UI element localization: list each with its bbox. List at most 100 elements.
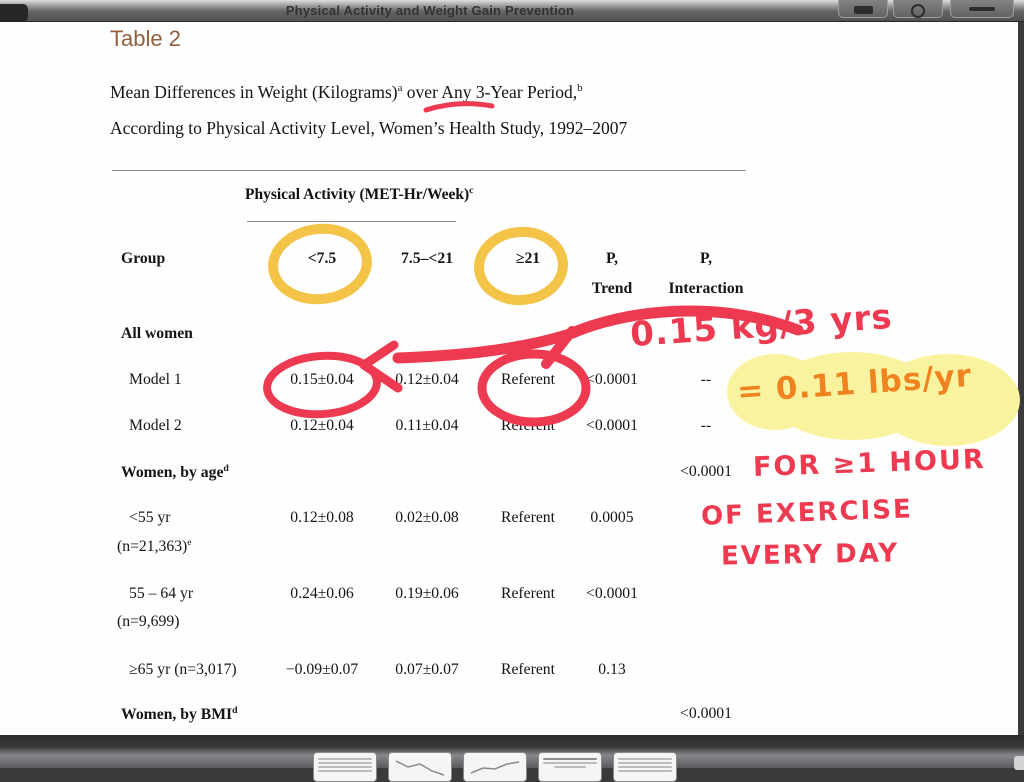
table-cell: Referent	[500, 509, 555, 526]
table-cell	[648, 661, 764, 679]
column-group-label: Physical Activity (MET-Hr/Week)	[245, 186, 470, 204]
page-thumbnails	[313, 752, 677, 782]
page-thumbnail[interactable]	[538, 752, 602, 782]
table-cell	[480, 537, 576, 556]
table-cell	[374, 613, 480, 631]
table-cell	[270, 613, 374, 631]
back-button-partial[interactable]	[0, 4, 28, 22]
page-thumbnail[interactable]	[388, 752, 452, 782]
row-label: 55 – 64 yr	[129, 585, 194, 602]
page-thumbnail[interactable]	[313, 752, 377, 782]
annotation-every-day: EVERY DAY	[720, 538, 900, 572]
page-thumbnail[interactable]	[613, 752, 677, 782]
outline-button[interactable]	[950, 0, 1014, 18]
column-header-lt75: <7.5	[307, 250, 337, 267]
table-header-row2: Trend Interaction	[112, 280, 764, 298]
table-cell: 0.12±0.04	[395, 371, 459, 388]
table-cell: <0.0001	[680, 705, 732, 722]
table-cell	[270, 705, 374, 724]
mini-text-line	[318, 758, 372, 760]
mini-text-line	[618, 758, 672, 760]
mini-line-chart	[470, 761, 520, 774]
table-top-rule	[112, 170, 746, 171]
table-cell	[374, 537, 480, 556]
mini-text-line	[618, 766, 672, 768]
table-cell: −0.09±0.07	[285, 661, 359, 678]
table-row: 55 – 64 yr 0.24±0.06 0.19±0.06 Referent <0.0…	[112, 585, 764, 603]
table-cell	[480, 325, 576, 343]
table-cell	[576, 613, 648, 631]
table-cell: 0.0005	[590, 509, 634, 526]
column-header-ge21: ≥21	[515, 250, 541, 267]
column-group-header: Physical Activity (MET-Hr/Week)c	[245, 185, 473, 204]
table-cell	[648, 585, 764, 603]
table-cell: 0.13	[598, 661, 626, 678]
table-cell	[270, 463, 374, 482]
table-cell: --	[700, 371, 712, 388]
row-label: (n=9,699)	[117, 613, 180, 630]
table-caption-line1: Mean Differences in Weight (Kilograms)a …	[110, 82, 583, 103]
table-cell	[480, 463, 576, 482]
table-cell: --	[700, 417, 712, 434]
column-group-rule	[247, 221, 456, 222]
table-row: ≥65 yr (n=3,017) −0.09±0.07 0.07±0.07 Refer…	[112, 661, 764, 679]
page-thumbnail-partial[interactable]	[1014, 756, 1024, 770]
search-button[interactable]	[893, 0, 943, 18]
mini-text-line	[618, 762, 672, 764]
mini-text-line	[543, 758, 597, 760]
caption-text: over Any 3-Year Period,	[402, 82, 578, 102]
table-cell: Referent	[500, 661, 555, 678]
export-button[interactable]	[838, 0, 888, 18]
table-cell: <0.0001	[586, 371, 638, 388]
table-row: All women	[112, 325, 764, 343]
page-thumbnail[interactable]	[463, 752, 527, 782]
row-label: ≥65 yr (n=3,017)	[129, 661, 237, 678]
table-header-row: Group <7.5 7.5–<21 ≥21 P, P,	[112, 250, 764, 268]
table-row: <55 yr 0.12±0.08 0.02±0.08 Referent 0.0005	[112, 509, 764, 527]
row-label: All women	[121, 325, 193, 342]
mini-text-line	[318, 770, 372, 772]
table-cell: <0.0001	[586, 585, 638, 602]
table-cell	[576, 705, 648, 724]
table-row: Women, by aged <0.0001	[112, 463, 764, 482]
table-cell: 0.24±0.06	[290, 585, 354, 602]
table-cell	[270, 325, 374, 343]
mini-text-line	[318, 766, 372, 768]
table-cell: Referent	[500, 371, 555, 388]
table-cell: <0.0001	[680, 463, 732, 480]
column-header-ptrend: P,	[605, 250, 619, 267]
table-cell: 0.02±0.08	[395, 509, 459, 526]
row-label: (n=21,363)e	[117, 537, 192, 556]
outline-icon	[969, 7, 995, 11]
caption-text: Mean Differences in Weight (Kilograms)	[110, 82, 398, 102]
table-caption-line2: According to Physical Activity Level, Wo…	[110, 118, 628, 138]
row-label: Model 2	[129, 417, 182, 434]
table-cell	[576, 463, 648, 482]
mini-text-line	[543, 762, 597, 764]
table-cell: 0.12±0.04	[290, 417, 354, 434]
mini-line-chart	[395, 760, 445, 776]
mini-text-line	[553, 766, 587, 768]
table-cell	[374, 463, 480, 482]
table-cell	[374, 325, 480, 343]
table-row: (n=21,363)e	[112, 537, 764, 556]
row-label: Women, by BMId	[121, 705, 238, 724]
row-label: Model 1	[129, 371, 182, 388]
table-cell: 0.12±0.08	[290, 509, 354, 526]
footnote-c: c	[469, 185, 474, 196]
table-heading: Table 2	[110, 26, 181, 51]
footnote-a: a	[397, 82, 403, 95]
table-cell	[648, 613, 764, 631]
row-label: Women, by aged	[121, 463, 229, 482]
table-cell	[480, 705, 576, 724]
table-cell	[270, 537, 374, 556]
table-cell: 0.19±0.06	[395, 585, 459, 602]
footnote-b: b	[577, 82, 583, 95]
table-cell	[374, 705, 480, 724]
mini-text-line	[318, 762, 372, 764]
table-cell: Referent	[500, 417, 555, 434]
table-row: Model 1 0.15±0.04 0.12±0.04 Referent <0.0001…	[112, 371, 764, 389]
table-cell: <0.0001	[586, 417, 638, 434]
titlebar: Physical Activity and Weight Gain Preven…	[0, 0, 1024, 22]
table-cell: Referent	[500, 585, 555, 602]
